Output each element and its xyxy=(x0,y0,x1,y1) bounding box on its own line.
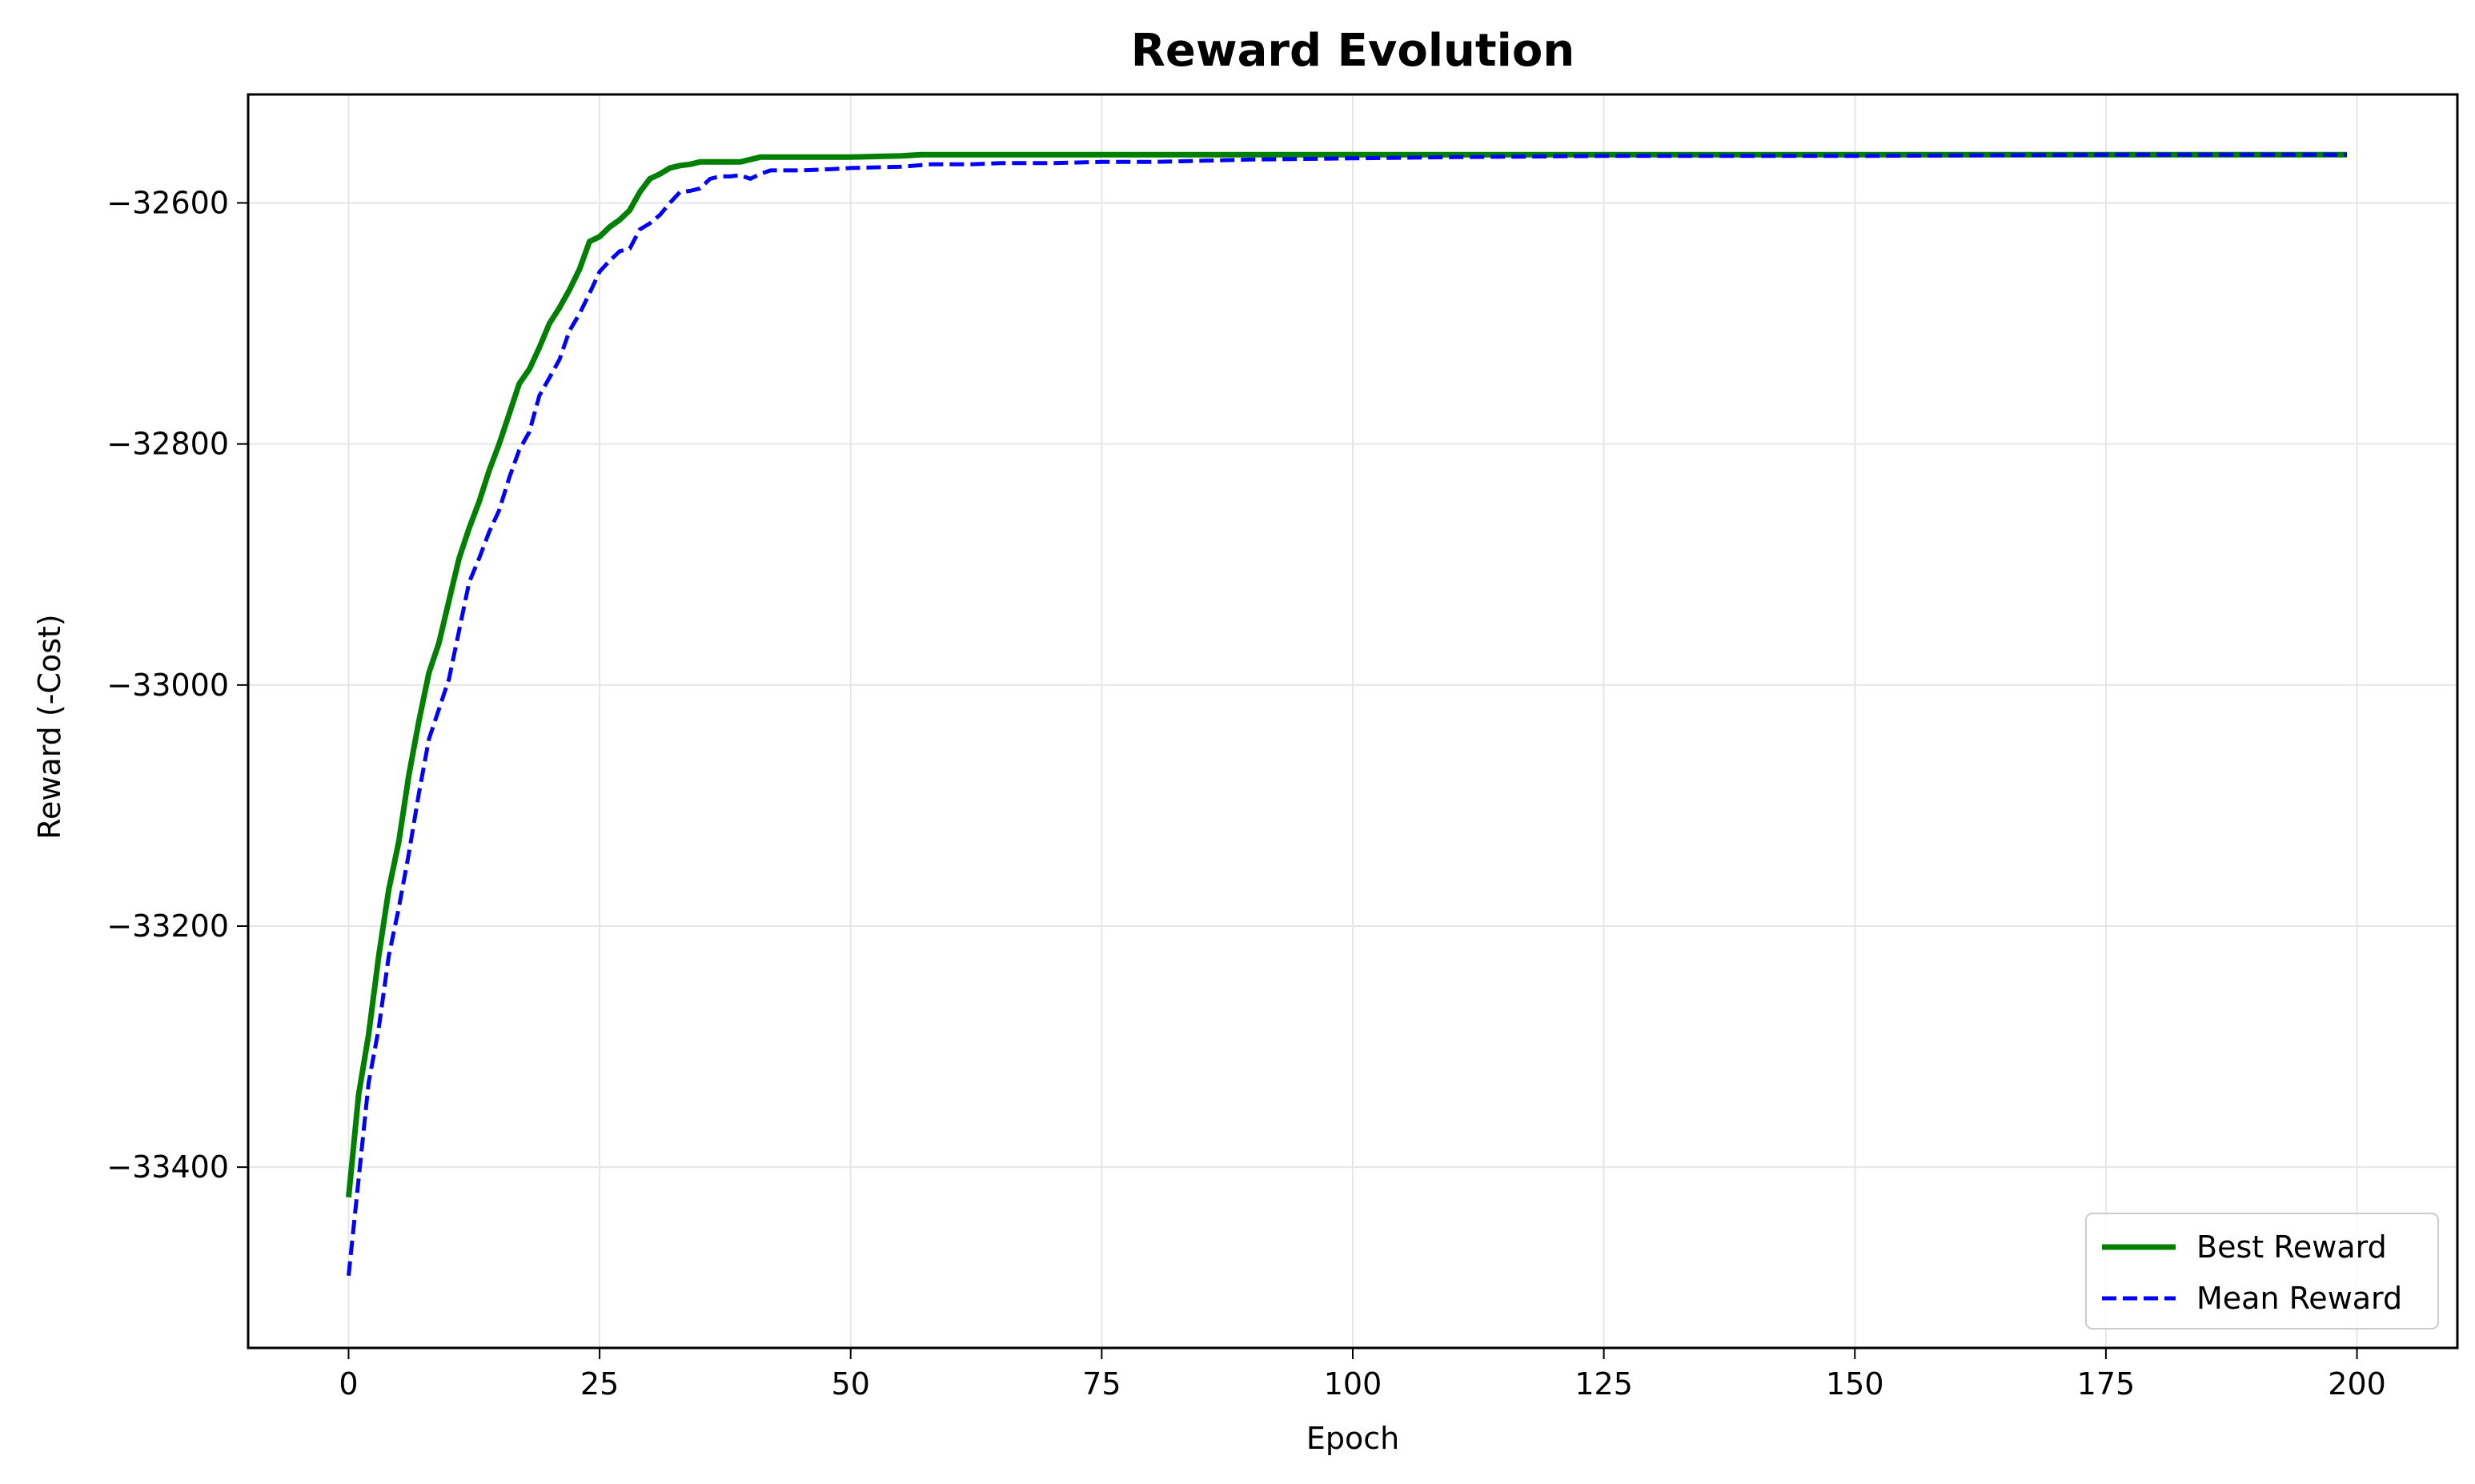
legend-label: Mean Reward xyxy=(2196,1281,2402,1316)
y-axis-label: Reward (-Cost) xyxy=(32,614,67,839)
series-line-best-reward xyxy=(346,151,2347,1198)
x-tick-label: 75 xyxy=(1082,1366,1121,1402)
x-tick-label: 100 xyxy=(1324,1366,1382,1402)
grid-lines xyxy=(248,94,2457,1348)
x-tick-label: 150 xyxy=(1826,1366,1884,1402)
legend: Best Reward Mean Reward xyxy=(2085,1213,2439,1330)
y-tick-label: −32600 xyxy=(106,186,229,221)
x-tick-label: 25 xyxy=(580,1366,619,1402)
series-line-mean-reward xyxy=(347,152,2347,1276)
plot-frame xyxy=(247,93,2459,1350)
y-tick-label: −33000 xyxy=(106,668,229,703)
x-axis-label: Epoch xyxy=(1306,1421,1399,1456)
x-tick-label: 0 xyxy=(339,1366,358,1402)
legend-label: Best Reward xyxy=(2196,1229,2387,1265)
axis-ticks: 0 25 50 75 100 125 150 175 200 −33400 −33200 −33000… xyxy=(106,186,2386,1402)
y-tick-label: −33200 xyxy=(106,908,229,944)
x-tick-label: 175 xyxy=(2077,1366,2136,1402)
chart-title: Reward Evolution xyxy=(1131,25,1574,77)
x-tick-label: 200 xyxy=(2328,1366,2386,1402)
x-tick-label: 125 xyxy=(1574,1366,1633,1402)
y-tick-label: −32800 xyxy=(106,427,229,462)
series-lines xyxy=(346,151,2347,1276)
x-tick-label: 50 xyxy=(832,1366,870,1402)
y-tick-label: −33400 xyxy=(106,1149,229,1185)
